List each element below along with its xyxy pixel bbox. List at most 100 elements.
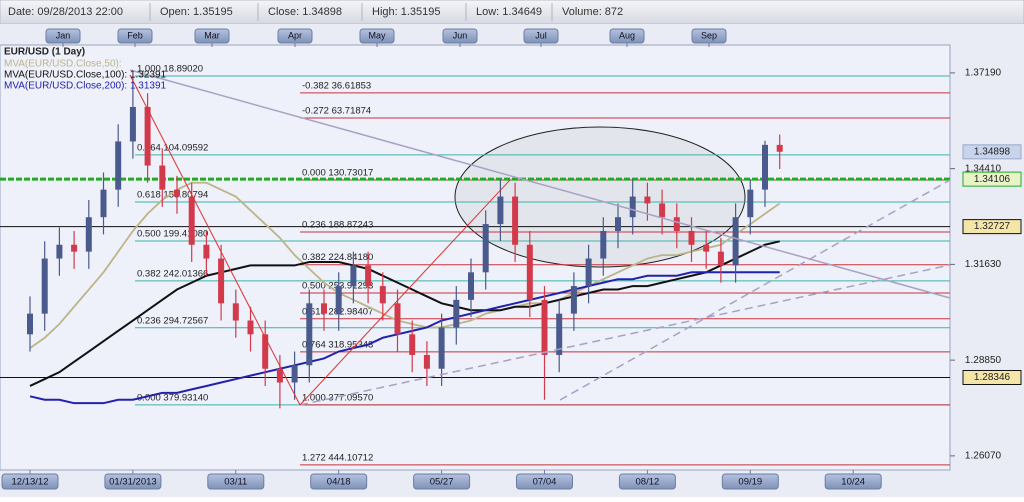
candle-body (56, 244, 63, 259)
candle-body (512, 196, 519, 245)
candle-body (203, 244, 210, 259)
fib-label: 1.000 377.09570 (302, 392, 373, 403)
candle-body (482, 224, 489, 273)
fib-label: -0.382 36.61853 (302, 80, 371, 91)
candle-body (541, 299, 548, 355)
candle-body (585, 258, 592, 287)
fib-label: 0.618 156.80794 (137, 190, 208, 201)
header-item: High: 1.35195 (372, 6, 441, 18)
month-tab-label: May (368, 30, 386, 40)
candle-body (732, 217, 739, 266)
y-tick-label: 1.34410 (965, 163, 1002, 174)
month-tab-label: Feb (127, 30, 143, 40)
plot: 1.000 18.89020 0.764 104.09592 0.618 156.8… (0, 64, 950, 466)
candle-body (291, 365, 298, 383)
fib-label: 1.000 18.89020 (137, 64, 203, 75)
candle-body (526, 244, 533, 300)
candle-body (115, 141, 122, 190)
fib-label: 0.000 130.73017 (302, 168, 373, 179)
fib-label: 0.382 224.84180 (302, 252, 373, 263)
legend-entry: MVA(EUR/USD.Close,200): 1.31391 (4, 81, 167, 92)
x-tick-label: 09/19 (738, 477, 762, 488)
fib-label: 0.000 379.93140 (137, 392, 208, 403)
price-marker-box (962, 369, 1022, 385)
fib-label: 0.382 242.01366 (137, 268, 208, 279)
fib-label: 0.236 188.87243 (302, 220, 373, 231)
moving-average (29, 271, 780, 405)
legend-entry: MVA(EUR/USD.Close,100): 1.32391 (4, 70, 167, 81)
month-tab-label: Jun (453, 30, 468, 40)
candle-body (232, 303, 239, 321)
candle-body (717, 251, 724, 266)
candle-body (438, 327, 445, 369)
month-tab-label: Apr (288, 30, 302, 40)
candle-body (218, 258, 225, 304)
trend-line (559, 179, 951, 401)
x-tick-label: 08/12 (636, 477, 660, 488)
candle-body (468, 272, 474, 300)
fib-label: 0.764 318.95343 (302, 339, 373, 350)
price-marker-label: 1.34106 (974, 174, 1011, 185)
candle-body (556, 313, 563, 355)
candle-body (673, 217, 680, 231)
x-tick-label: 07/04 (533, 477, 557, 488)
candle-body (747, 189, 754, 218)
candle-body (335, 286, 342, 314)
fib-label: 0.236 294.72567 (137, 315, 208, 326)
fib-label: 0.500 199.41080 (137, 228, 208, 239)
candle-body (276, 368, 283, 383)
x-tick-label: 01/31/2013 (109, 477, 157, 488)
candle-body (776, 144, 783, 152)
fib-label: -0.272 63.71874 (302, 106, 371, 117)
chart-title: EUR/USD (1 Day) (4, 47, 85, 58)
month-tab-label: Jul (535, 30, 547, 40)
candle-body (688, 230, 695, 245)
candle-body (247, 320, 254, 335)
trend-line (299, 264, 951, 406)
x-tick-label: 10/24 (841, 477, 865, 488)
plot-area (0, 44, 951, 471)
trend-line (129, 69, 951, 299)
header-item: Close: 1.34898 (268, 6, 342, 18)
price-marker-box (962, 144, 1022, 160)
header-item: Low: 1.34649 (476, 6, 542, 18)
y-tick-label: 1.31630 (965, 259, 1002, 270)
candle-body (71, 244, 78, 252)
month-tab-label: Aug (619, 30, 635, 40)
x-tick-label: 04/18 (327, 477, 351, 488)
x-tick-label: 05/27 (430, 477, 454, 488)
candle-body (129, 106, 136, 142)
y-tick-label: 1.28850 (965, 355, 1002, 366)
candle-body (394, 303, 401, 335)
fib-anchor-line (129, 74, 301, 406)
candle-body (262, 334, 269, 369)
x-tick-label: 12/13/12 (12, 477, 49, 488)
fib-label: 0.500 253.91293 (302, 280, 373, 291)
candle-body (615, 217, 621, 231)
candle-body (306, 303, 313, 366)
price-marker-box (962, 219, 1022, 235)
trend-lines (129, 69, 951, 406)
candle-body (409, 334, 416, 355)
price-marker-label: 1.32727 (974, 221, 1011, 232)
candle-body (85, 217, 92, 252)
candle-body (321, 303, 327, 314)
month-tab-label: Sep (701, 30, 717, 40)
candle-body (629, 196, 636, 218)
x-tick-label: 03/11 (224, 477, 247, 488)
candle-body (41, 258, 48, 314)
candle-body (762, 144, 768, 190)
candle-body (100, 189, 107, 218)
header-item: Date: 09/28/2013 22:00 (8, 6, 123, 18)
fib-anchor-line (299, 179, 511, 406)
price-marker-label: 1.28346 (974, 372, 1011, 383)
y-tick-label: 1.26070 (965, 451, 1002, 462)
candle-body (453, 299, 460, 328)
moving-average (29, 240, 780, 387)
fib-label: 1.272 444.10712 (302, 452, 373, 463)
candle-body (365, 265, 372, 287)
legend-entry: MVA(EUR/USD.Close,50): (4, 59, 122, 70)
price-marker-box (962, 171, 1022, 187)
